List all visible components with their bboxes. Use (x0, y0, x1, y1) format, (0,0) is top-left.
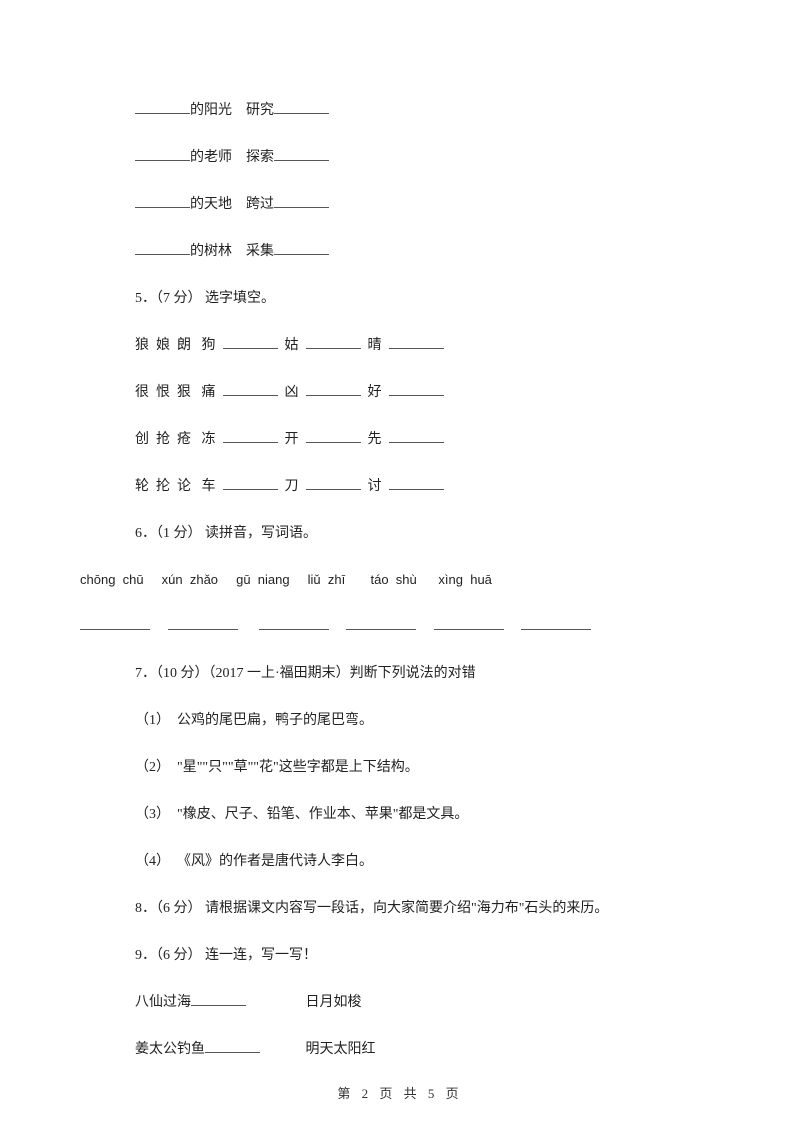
blank-field (135, 194, 190, 208)
blank-field (223, 382, 278, 396)
q7-item: （1） 公鸡的尾巴扁，鸭子的尾巴弯。 (60, 710, 740, 731)
blank-field (346, 616, 416, 630)
blank-field (521, 616, 591, 630)
phrase-right: 探索 (246, 150, 274, 165)
blank-field (135, 241, 190, 255)
phrase-row: 的阳光 研究 (60, 100, 740, 121)
q5-chars: 轮 抡 论 (135, 479, 191, 494)
phrase-row: 的天地 跨过 (60, 194, 740, 215)
q6-blanks (60, 616, 740, 637)
blank-field (274, 100, 329, 114)
q5-row: 轮 抡 论 车 刀 讨 (60, 476, 740, 497)
blank-field (274, 194, 329, 208)
blank-field (223, 335, 278, 349)
blank-field (205, 1039, 260, 1053)
blank-field (168, 616, 238, 630)
q7-item: （3） "橡皮、尺子、铅笔、作业本、苹果"都是文具。 (60, 804, 740, 825)
q5-stem: 凶 (278, 385, 306, 400)
blank-field (80, 616, 150, 630)
blank-field (274, 241, 329, 255)
q9-header: 9．（6 分） 连一连，写一写！ (60, 945, 740, 966)
phrase-right: 采集 (246, 244, 274, 259)
q5-stem: 讨 (361, 479, 389, 494)
q5-header: 5．（7 分） 选字填空。 (60, 288, 740, 309)
blank-field (389, 429, 444, 443)
q9-right: 明天太阳红 (306, 1042, 376, 1057)
fill-phrases-block: 的阳光 研究 的老师 探索 的天地 跨过 的树林 采集 (60, 100, 740, 262)
blank-field (223, 476, 278, 490)
blank-field (306, 476, 361, 490)
q5-stem: 姑 (278, 338, 306, 353)
phrase-left: 的树林 (190, 244, 232, 259)
blank-field (389, 382, 444, 396)
q6-pinyin: chōng chū xún zhǎo gū niang liǔ zhī táo … (60, 570, 740, 590)
q5-row: 狼 娘 朗 狗 姑 晴 (60, 335, 740, 356)
phrase-right: 跨过 (246, 197, 274, 212)
q5-stem: 车 (202, 479, 223, 494)
q5-stem: 刀 (278, 479, 306, 494)
q5-stem: 先 (361, 432, 389, 447)
blank-field (274, 147, 329, 161)
blank-field (223, 429, 278, 443)
page-footer: 第 2 页 共 5 页 (0, 1083, 800, 1102)
q5-chars: 很 恨 狠 (135, 385, 191, 400)
blank-field (306, 429, 361, 443)
q8-text: 8．（6 分） 请根据课文内容写一段话，向大家简要介绍"海力布"石头的来历。 (60, 898, 740, 919)
phrase-left: 的阳光 (190, 103, 232, 118)
q7-header: 7．（10 分）（2017 一上·福田期末）判断下列说法的对错 (60, 663, 740, 684)
q5-chars: 创 抢 疮 (135, 432, 191, 447)
q7-item: （2） "星""只""草""花"这些字都是上下结构。 (60, 757, 740, 778)
q6-header: 6．（1 分） 读拼音，写词语。 (60, 523, 740, 544)
page-content: 的阳光 研究 的老师 探索 的天地 跨过 的树林 采集 5．（7 分） 选字填空… (0, 0, 800, 1126)
blank-field (306, 382, 361, 396)
blank-field (306, 335, 361, 349)
q5-stem: 开 (278, 432, 306, 447)
blank-field (191, 992, 246, 1006)
q5-chars: 狼 娘 朗 (135, 338, 191, 353)
blank-field (434, 616, 504, 630)
blank-field (135, 100, 190, 114)
phrase-row: 的老师 探索 (60, 147, 740, 168)
q9-left: 八仙过海 (135, 995, 191, 1010)
q5-row: 很 恨 狠 痛 凶 好 (60, 382, 740, 403)
phrase-left: 的天地 (190, 197, 232, 212)
q5-stem: 冻 (202, 432, 223, 447)
phrase-left: 的老师 (190, 150, 232, 165)
q5-row: 创 抢 疮 冻 开 先 (60, 429, 740, 450)
blank-field (389, 476, 444, 490)
q9-right: 日月如梭 (306, 995, 362, 1010)
q5-stem: 晴 (361, 338, 389, 353)
blank-field (259, 616, 329, 630)
q7-item: （4） 《风》的作者是唐代诗人李白。 (60, 851, 740, 872)
q5-stem: 痛 (202, 385, 223, 400)
blank-field (389, 335, 444, 349)
phrase-row: 的树林 采集 (60, 241, 740, 262)
q5-stem: 狗 (202, 338, 223, 353)
q9-left: 姜太公钓鱼 (135, 1042, 205, 1057)
q9-row: 姜太公钓鱼 明天太阳红 (60, 1039, 740, 1060)
q5-stem: 好 (361, 385, 389, 400)
q9-row: 八仙过海 日月如梭 (60, 992, 740, 1013)
blank-field (135, 147, 190, 161)
phrase-right: 研究 (246, 103, 274, 118)
